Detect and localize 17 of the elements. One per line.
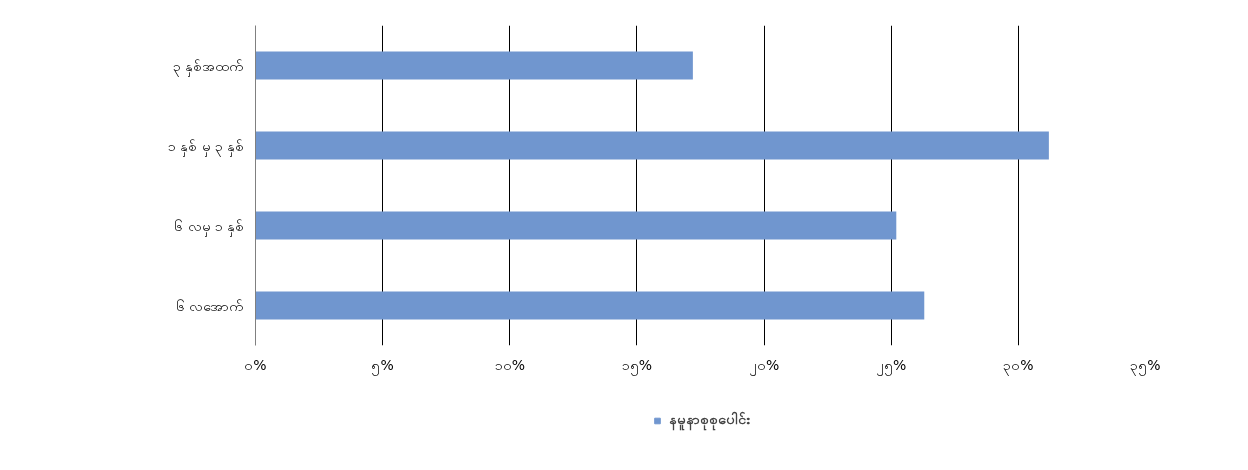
y-tick-label: ၁ နှစ် မှ ၃ နှစ် [167, 137, 245, 157]
x-tick-label: ၁၅% [621, 356, 653, 376]
x-tick-label: ၁၀% [494, 356, 525, 373]
x-tick-label: ၀% [244, 356, 267, 373]
bar [255, 51, 693, 80]
x-tick-label: ၂၀% [748, 356, 780, 376]
legend-label: နမူနာစုစုပေါင်း [669, 409, 750, 431]
bar [255, 131, 1049, 160]
bar [255, 291, 925, 320]
x-tick-label: ၅% [371, 356, 394, 376]
y-tick-label: ၆ လမှ ၁ နှစ် [174, 217, 245, 237]
x-tick-label: ၃၅% [1130, 356, 1161, 376]
bar [255, 211, 897, 240]
y-tick-label: ၃ နှစ်အထက် [173, 57, 245, 77]
x-tick-label: ၂၅% [876, 356, 907, 376]
y-tick-label: ၆ လအောက် [176, 297, 245, 314]
x-tick-label: ၃၀% [1003, 356, 1034, 376]
